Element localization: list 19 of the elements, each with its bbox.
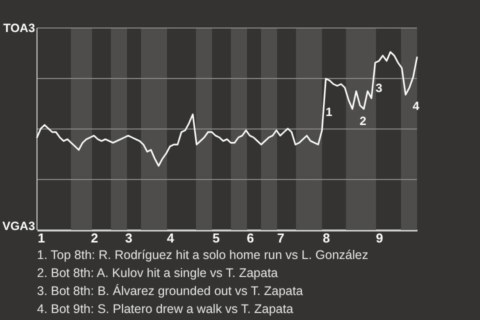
x-tick-label: 2 — [90, 230, 98, 246]
x-tick-label: 8 — [322, 230, 330, 246]
annotation: 1 — [326, 105, 333, 119]
text: 1. Top 8th: R. Rodríguez hit a solo home run vs L. González — [37, 248, 368, 262]
x-tick-label: 3 — [125, 230, 132, 246]
x-tick-label: 7 — [277, 230, 284, 246]
annotation: 2 — [360, 114, 367, 128]
text: VGA3 — [2, 219, 36, 233]
text: TOA3 — [3, 21, 36, 35]
x-tick-label: 5 — [212, 230, 220, 246]
x-tick-label: 6 — [246, 230, 254, 246]
annotation: 4 — [412, 99, 420, 113]
annotation: 3 — [376, 81, 383, 95]
x-tick-label: 9 — [376, 230, 384, 246]
x-tick-label: 4 — [166, 230, 175, 246]
text: 4. Bot 9th: S. Platero drew a walk vs T. Zapata — [37, 302, 294, 316]
x-tick-label: 1 — [38, 230, 45, 246]
text: 3. Bot 8th: B. Álvarez grounded out vs T. Zapata — [37, 284, 303, 298]
text: 2. Bot 8th: A. Kulov hit a single vs T. Zapata — [37, 266, 278, 280]
